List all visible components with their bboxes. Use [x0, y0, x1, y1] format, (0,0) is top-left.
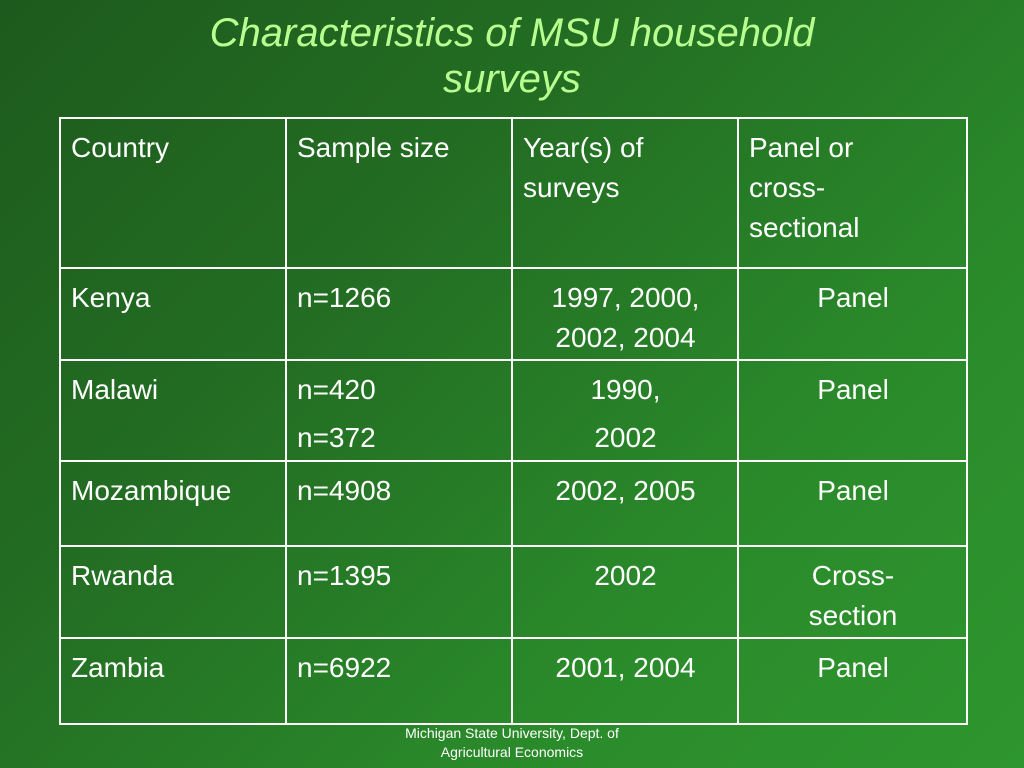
- cell-type-line-1: Cross-: [811, 560, 895, 591]
- cell-sample-size: n=420 n=372: [285, 359, 513, 462]
- cell-survey-type: Cross- section: [737, 545, 968, 639]
- cell-country: Rwanda: [59, 545, 287, 639]
- cell-sample-size: n=1266: [285, 267, 513, 361]
- cell-years: 2002, 2005: [511, 460, 739, 547]
- cell-survey-type: Panel: [737, 637, 968, 725]
- cell-sample-size: n=4908: [285, 460, 513, 547]
- cell-type-line-2: section: [808, 600, 898, 631]
- footer-line-1: Michigan State University, Dept. of: [405, 725, 619, 741]
- slide-title-line-1: Characteristics of MSU household: [209, 11, 815, 55]
- cell-years-line-1: 1997, 2000,: [551, 282, 700, 313]
- cell-years: 1990, 2002: [511, 359, 739, 462]
- table-row-mozambique: Mozambique n=4908 2002, 2005 Panel: [59, 460, 968, 547]
- table-header-row: Country Sample size Year(s) of surveys P…: [59, 117, 968, 269]
- cell-sample-line-2: n=372: [297, 422, 376, 453]
- header-years: Year(s) of surveys: [511, 117, 739, 269]
- cell-country: Kenya: [59, 267, 287, 361]
- cell-sample-size: n=6922: [285, 637, 513, 725]
- cell-years-line-1: 1990,: [590, 374, 661, 405]
- table-row-kenya: Kenya n=1266 1997, 2000, 2002, 2004 Pane…: [59, 267, 968, 361]
- cell-years-line-2: 2002, 2004: [555, 322, 696, 353]
- header-years-line-1: Year(s) of: [523, 132, 644, 163]
- cell-sample-size: n=1395: [285, 545, 513, 639]
- cell-country: Malawi: [59, 359, 287, 462]
- header-country: Country: [59, 117, 287, 269]
- cell-country: Mozambique: [59, 460, 287, 547]
- cell-years-line-2: 2002: [594, 422, 657, 453]
- cell-survey-type: Panel: [737, 460, 968, 547]
- cell-survey-type: Panel: [737, 359, 968, 462]
- header-years-line-2: surveys: [523, 172, 620, 203]
- footer-line-2: Agricultural Economics: [440, 744, 584, 760]
- slide-footer: Michigan State University, Dept. of Agri…: [360, 724, 664, 762]
- header-panel-line-3: sectional: [749, 212, 860, 243]
- header-panel-line-2: cross-: [749, 172, 826, 203]
- cell-country: Zambia: [59, 637, 287, 725]
- header-sample-size-label: Sample size: [297, 132, 450, 163]
- table-row-rwanda: Rwanda n=1395 2002 Cross- section: [59, 545, 968, 639]
- table-row-zambia: Zambia n=6922 2001, 2004 Panel: [59, 637, 968, 725]
- cell-years: 2002: [511, 545, 739, 639]
- slide-title: Characteristics of MSU household surveys: [0, 10, 1024, 102]
- cell-survey-type: Panel: [737, 267, 968, 361]
- cell-years: 1997, 2000, 2002, 2004: [511, 267, 739, 361]
- survey-characteristics-table: Country Sample size Year(s) of surveys P…: [59, 117, 968, 725]
- header-country-label: Country: [71, 132, 170, 163]
- cell-years: 2001, 2004: [511, 637, 739, 725]
- header-sample-size: Sample size: [285, 117, 513, 269]
- header-panel-line-1: Panel or: [749, 132, 854, 163]
- cell-sample-line-1: n=420: [297, 374, 376, 405]
- table-row-malawi: Malawi n=420 n=372 1990, 2002 Panel: [59, 359, 968, 462]
- header-panel: Panel or cross- sectional: [737, 117, 968, 269]
- slide-title-line-2: surveys: [443, 57, 581, 101]
